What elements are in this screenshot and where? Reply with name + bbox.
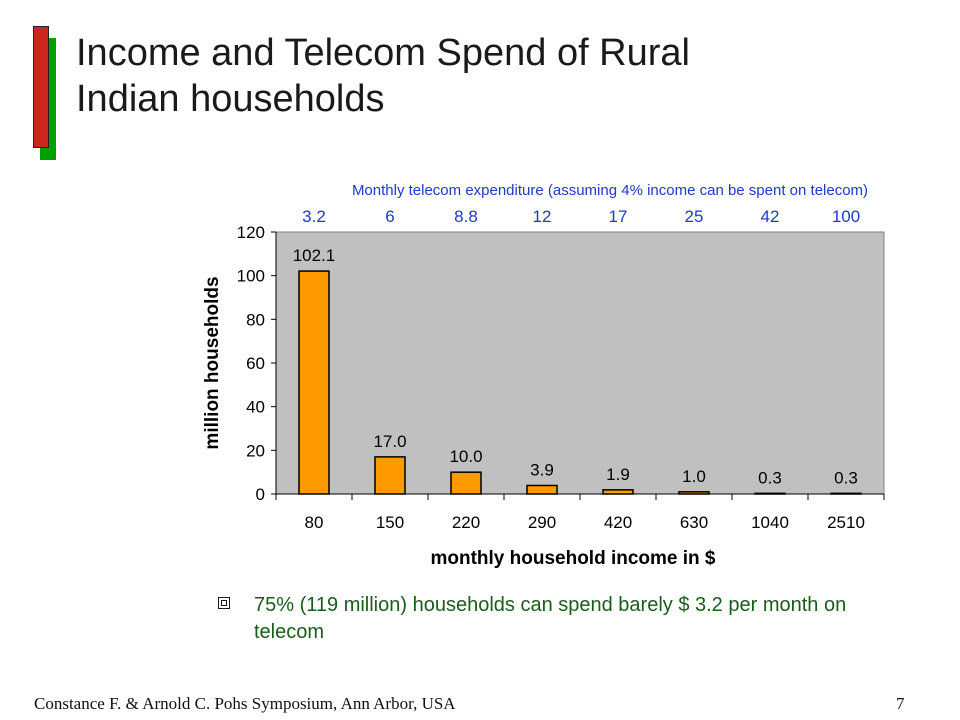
bar xyxy=(526,484,558,495)
y-tick-label: 100 xyxy=(237,267,265,286)
bar xyxy=(450,471,482,495)
y-tick-label: 0 xyxy=(256,485,265,504)
y-tick-label: 40 xyxy=(246,398,265,417)
data-label: 10.0 xyxy=(449,447,482,466)
bar xyxy=(830,492,862,495)
page-number: 7 xyxy=(896,694,905,713)
bar xyxy=(678,491,710,495)
data-label: 3.9 xyxy=(530,460,554,479)
data-label: 1.0 xyxy=(682,467,706,486)
telecom-expenditure-label: 3.2 xyxy=(302,207,326,226)
x-tick-label: 2510 xyxy=(827,513,865,532)
bar xyxy=(374,456,406,495)
footer-text: Constance F. & Arnold C. Pohs Symposium,… xyxy=(34,694,456,713)
bullet-text: 75% (119 million) households can spend b… xyxy=(254,594,847,643)
telecom-expenditure-label: 100 xyxy=(831,207,861,226)
slide-title: Income and Telecom Spend of Rural Indian… xyxy=(76,30,936,122)
y-tick-label: 120 xyxy=(237,223,265,242)
slide-title-line-2: Indian households xyxy=(76,78,385,120)
telecom-expenditure-label: 17 xyxy=(608,207,628,226)
x-tick-label: 420 xyxy=(604,513,632,532)
bar-chart: 0 20 40 60 80 100 120 102.1 80 17.0 150 10.0 220 3.9 2… xyxy=(202,223,885,569)
x-axis-title: monthly household income in $ xyxy=(430,548,715,569)
y-tick-label: 60 xyxy=(246,354,265,373)
bar xyxy=(298,270,330,495)
telecom-expenditure-label: 25 xyxy=(684,207,704,226)
telecom-expenditure-label: 6 xyxy=(385,207,395,226)
data-label: 0.3 xyxy=(758,468,782,487)
accent-bar-red xyxy=(33,26,49,148)
y-axis-title: million households xyxy=(202,276,223,449)
bar xyxy=(754,492,786,495)
x-tick-label: 290 xyxy=(528,513,556,532)
telecom-expenditure-label: 42 xyxy=(760,207,780,226)
data-label: 102.1 xyxy=(293,246,336,265)
x-tick-label: 220 xyxy=(452,513,480,532)
x-tick-label: 1040 xyxy=(751,513,789,532)
x-tick-label: 150 xyxy=(376,513,404,532)
plot-area xyxy=(275,231,885,495)
telecom-expenditure-caption: Monthly telecom expenditure (assuming 4%… xyxy=(351,182,869,199)
telecom-expenditure-label: 8.8 xyxy=(454,207,478,226)
bullet-icon xyxy=(218,597,230,609)
y-tick-label: 20 xyxy=(246,441,265,460)
telecom-expenditure-label: 12 xyxy=(532,207,552,226)
y-tick-label: 80 xyxy=(246,310,265,329)
x-tick-label: 630 xyxy=(680,513,708,532)
bar xyxy=(602,489,634,495)
data-label: 0.3 xyxy=(834,468,858,487)
data-label: 17.0 xyxy=(373,432,406,451)
x-tick-label: 80 xyxy=(305,513,324,532)
slide-title-line-1: Income and Telecom Spend of Rural xyxy=(76,32,690,74)
data-label: 1.9 xyxy=(606,465,630,484)
